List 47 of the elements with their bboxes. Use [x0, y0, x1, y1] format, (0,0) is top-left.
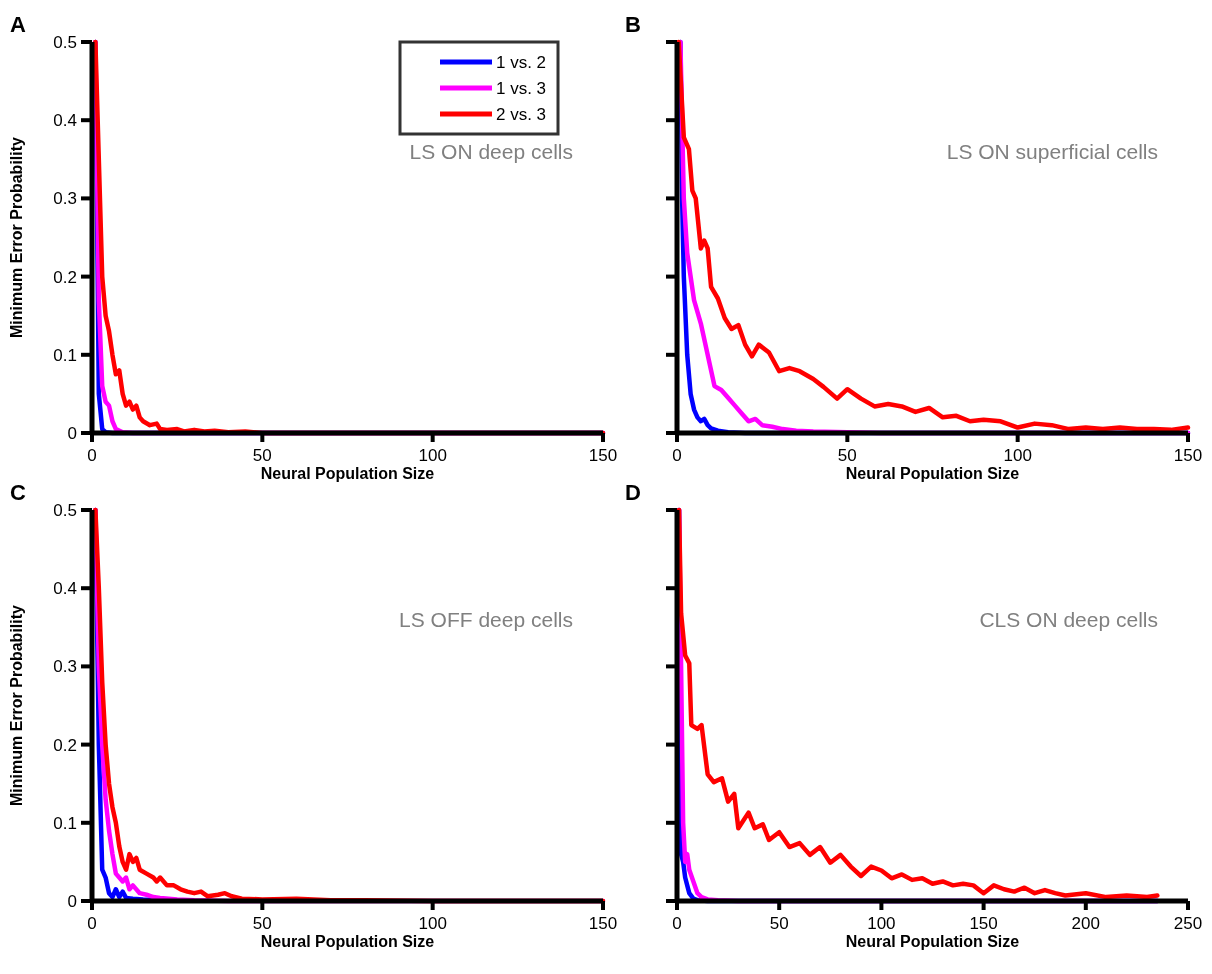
x-tick-label: 150	[969, 914, 998, 933]
x-tick-label: 100	[867, 914, 896, 933]
y-tick-label: 0.5	[53, 33, 77, 52]
y-tick-label: 0.2	[53, 267, 77, 287]
x-tick-label: 0	[672, 914, 682, 933]
y-tick-label: 0.3	[53, 657, 77, 677]
x-tick-label: 0	[87, 914, 97, 933]
legend-label: 1 vs. 3	[496, 79, 547, 98]
annotation: CLS ON deep cells	[979, 608, 1158, 631]
chart-title: B	[625, 12, 641, 37]
legend-label: 2 vs. 3	[496, 105, 547, 124]
x-tick-label: 150	[588, 446, 618, 465]
x-tick-label: 100	[418, 914, 447, 933]
x-tick-label: 150	[1173, 446, 1203, 465]
x-tick-label: 250	[1173, 914, 1203, 933]
x-tick-label: 150	[588, 914, 618, 933]
x-tick-label: 50	[252, 914, 272, 933]
y-axis-title: Minimum Error Probability	[8, 604, 25, 806]
x-tick-label: 50	[769, 914, 789, 933]
y-tick-label: 0.4	[53, 579, 77, 599]
x-tick-label: 0	[672, 446, 682, 465]
x-tick-label: 100	[1003, 446, 1032, 465]
y-tick-label: 0	[67, 892, 77, 911]
x-tick-label: 100	[418, 446, 447, 465]
annotation: LS OFF deep cells	[399, 608, 573, 631]
x-axis-title: Neural Population Size	[845, 465, 1020, 482]
y-tick-label: 0.1	[53, 345, 77, 365]
x-tick-label: 200	[1071, 914, 1100, 933]
x-axis-title: Neural Population Size	[260, 465, 435, 482]
y-tick-label: 0.5	[53, 501, 77, 520]
x-tick-label: 50	[837, 446, 857, 465]
y-tick-label: 0.2	[53, 735, 77, 755]
y-tick-label: 0.3	[53, 189, 77, 209]
chart-title: C	[10, 480, 26, 505]
x-tick-label: 0	[87, 446, 97, 465]
chart-title: A	[10, 12, 26, 37]
y-axis-title: Minimum Error Probability	[8, 136, 25, 338]
legend-label: 1 vs. 2	[496, 53, 547, 72]
y-tick-label: 0.1	[53, 813, 77, 833]
y-tick-label: 0	[67, 424, 77, 443]
annotation: LS ON deep cells	[409, 140, 573, 163]
annotation: LS ON superficial cells	[946, 140, 1158, 163]
chart-title: D	[625, 480, 641, 505]
x-axis-title: Neural Population Size	[845, 933, 1020, 950]
y-tick-label: 0.4	[53, 111, 77, 131]
x-tick-label: 50	[252, 446, 272, 465]
x-axis-title: Neural Population Size	[260, 933, 435, 950]
